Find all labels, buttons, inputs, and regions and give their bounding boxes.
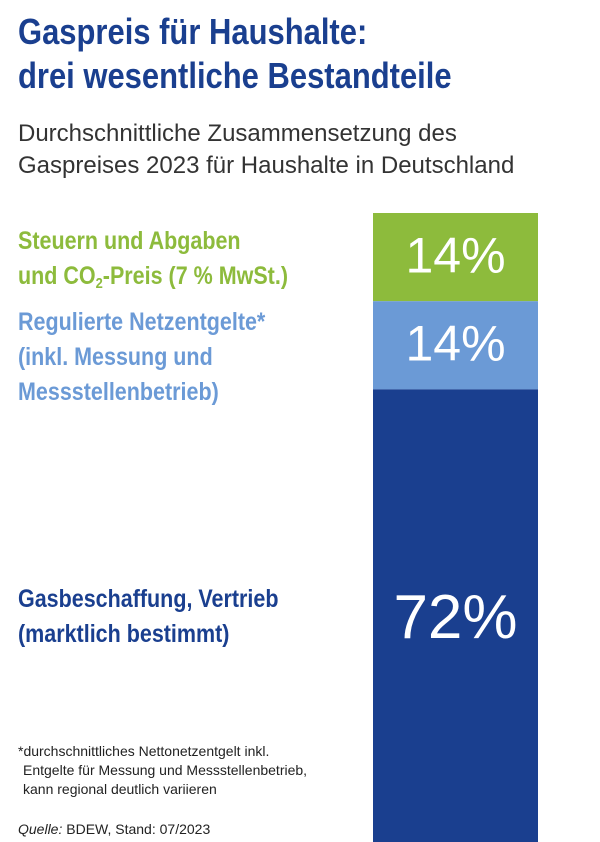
label-taxes-subscript: 2 (95, 275, 103, 292)
segment-grid-fees-value-label: 14% (405, 316, 505, 372)
segment-grid-fees (373, 301, 538, 390)
label-taxes-price: -Preis (7 % MwSt.) (102, 262, 288, 290)
label-supply: Gasbeschaffung, Vertrieb (marktlich best… (18, 582, 278, 652)
subtitle-line-1: Durchschnittliche Zusammensetzung des (18, 120, 457, 147)
label-grid-line-1: Regulierte Netzentgelte* (18, 308, 266, 336)
subtitle-line-2: Gaspreises 2023 für Haushalte in Deutsch… (18, 152, 515, 179)
footnote-line-2: Entgelte für Messung und Messstellenbetr… (23, 762, 308, 778)
label-grid-line-3: Messstellenbetrieb) (18, 378, 219, 406)
segment-supply (373, 389, 538, 842)
label-grid-fees: Regulierte Netzentgelte* (inkl. Messung … (18, 305, 265, 410)
label-taxes-line-2: und CO2-Preis (7 % MwSt.) (18, 259, 288, 301)
segment-supply-value-label: 72% (393, 583, 517, 652)
label-supply-line-1: Gasbeschaffung, Vertrieb (18, 585, 279, 613)
footnote-line-1: *durchschnittliches Nettonetzentgelt ink… (18, 743, 270, 759)
segment-taxes (373, 213, 538, 302)
label-taxes: Steuern und Abgaben und CO2-Preis (7 % M… (18, 224, 288, 301)
segment-taxes-value-label: 14% (405, 227, 505, 283)
footnote: *durchschnittliches Nettonetzentgelt ink… (18, 742, 378, 799)
source-note: Quelle: BDEW, Stand: 07/2023 (18, 820, 210, 838)
label-taxes-co: und CO (18, 262, 96, 290)
chart-title: Gaspreis für Haushalte: drei wesentliche… (18, 10, 508, 98)
label-taxes-line-1: Steuern und Abgaben (18, 227, 241, 255)
label-grid-line-2: (inkl. Messung und (18, 343, 213, 371)
source-label: Quelle: (18, 821, 63, 837)
source-text: BDEW, Stand: 07/2023 (62, 821, 211, 837)
title-line-2: drei wesentliche Bestandteile (18, 55, 452, 96)
title-line-1: Gaspreis für Haushalte: (18, 11, 368, 52)
footnote-line-3: kann regional deutlich variieren (23, 781, 217, 797)
stacked-bar-chart: 14% 14% 72% (373, 213, 538, 842)
label-supply-line-2: (marktlich bestimmt) (18, 620, 230, 648)
chart-subtitle: Durchschnittliche Zusammensetzung des Ga… (18, 118, 588, 182)
